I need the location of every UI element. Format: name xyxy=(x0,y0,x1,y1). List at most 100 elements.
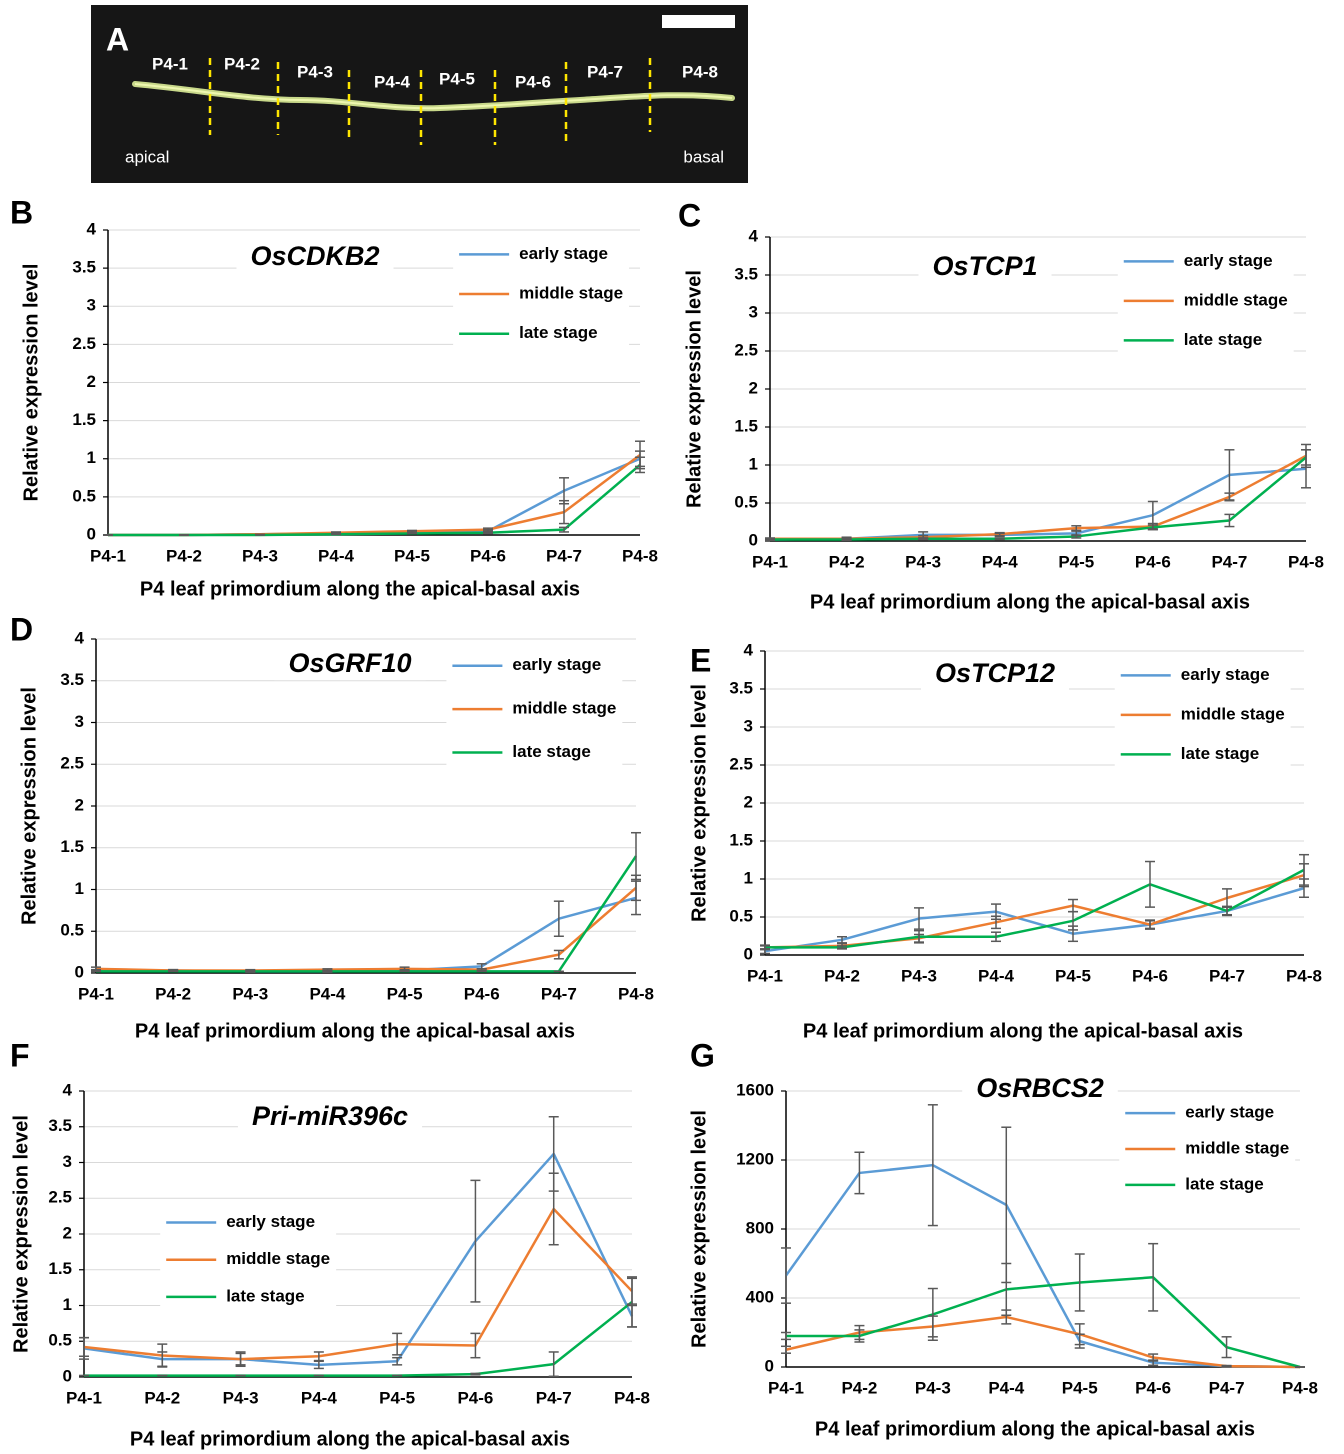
legend: early stage middle stage late stage xyxy=(453,234,630,354)
legend: early stage middle stage late stage xyxy=(1119,1095,1296,1203)
x-tick-label: P4-6 xyxy=(1135,1378,1171,1397)
error-bar xyxy=(760,944,770,951)
error-bar xyxy=(837,945,847,950)
error-bar xyxy=(483,531,493,535)
y-tick-label: 3.5 xyxy=(60,670,84,689)
basal-label: basal xyxy=(683,147,724,166)
x-tick-label: P4-4 xyxy=(982,552,1018,571)
x-tick-label: P4-7 xyxy=(536,1388,572,1407)
chart-panel: F 0 0.5 1 1.5 2 2.5 3 3.5 4 P4-1 P4-2 P4-3 P4-4 P4-5 P4… xyxy=(10,1037,650,1450)
y-tick-label: 0.5 xyxy=(48,1331,72,1350)
error-bar xyxy=(1145,860,1155,908)
error-bar xyxy=(854,1151,865,1195)
x-tick-label: P4-1 xyxy=(90,546,126,565)
title-background xyxy=(962,1071,1118,1106)
series-line xyxy=(84,1300,633,1377)
x-tick-label: P4-3 xyxy=(905,552,941,571)
chart-panel: D 0 0.5 1 1.5 2 2.5 3 3.5 4 P4-1 P4-2 P4-3 P4-4 P4-5 P4… xyxy=(10,611,654,1042)
y-tick-label: 2 xyxy=(744,792,753,811)
chart-panel: E 0 0.5 1 1.5 2 2.5 3 3.5 4 P4-1 P4-2 P4-3 P4-4 P4-5 P4… xyxy=(688,640,1322,1042)
error-bar xyxy=(765,537,775,541)
y-tick-label: 3 xyxy=(87,296,96,315)
y-tick-label: 2.5 xyxy=(60,754,84,773)
error-bar xyxy=(548,1351,559,1378)
x-tick-label: P4-8 xyxy=(1288,552,1324,571)
legend-label: early stage xyxy=(226,1212,315,1231)
segment-label: P4-5 xyxy=(439,69,475,88)
error-bar xyxy=(841,537,852,541)
y-tick-label: 1.5 xyxy=(72,410,96,429)
scale-bar xyxy=(662,15,735,28)
x-tick-label: P4-8 xyxy=(1286,966,1322,985)
y-tick-label: 3 xyxy=(75,712,84,731)
legend-label: late stage xyxy=(1184,330,1262,349)
error-bar xyxy=(483,527,493,532)
panel-letter: C xyxy=(678,197,701,233)
y-tick-label: 2 xyxy=(63,1223,72,1242)
series-line xyxy=(765,868,1305,949)
leaf-highlight xyxy=(134,83,733,110)
x-tick-label: P4-6 xyxy=(457,1388,493,1407)
y-tick-label: 400 xyxy=(746,1287,774,1306)
error-bar xyxy=(157,1343,168,1368)
y-tick-label: 2 xyxy=(749,378,758,397)
segment-label: P4-3 xyxy=(297,62,333,81)
y-tick-label: 0.5 xyxy=(729,906,753,925)
y-tick-label: 2.5 xyxy=(729,754,753,773)
x-tick-label: P4-6 xyxy=(464,984,500,1003)
x-tick-label: P4-3 xyxy=(915,1378,951,1397)
x-tick-label: P4-8 xyxy=(1282,1378,1318,1397)
error-bar xyxy=(927,1104,938,1227)
chart-panel: C 0 0.5 1 1.5 2 2.5 3 3.5 4 P4-1 P4-2 P4-3 P4-4 P4-5 P4… xyxy=(678,197,1324,613)
error-bar xyxy=(559,499,569,525)
x-tick-label: P4-3 xyxy=(242,546,278,565)
panel-letter: E xyxy=(690,642,711,678)
x-tick-label: P4-8 xyxy=(614,1388,650,1407)
y-tick-label: 2.5 xyxy=(48,1188,72,1207)
panel-letter: G xyxy=(690,1037,715,1073)
chart-title: OsGRF10 xyxy=(288,648,411,678)
y-tick-label: 0 xyxy=(765,1356,774,1375)
y-tick-label: 2.5 xyxy=(72,334,96,353)
error-bar xyxy=(1224,513,1235,528)
error-bar xyxy=(635,456,645,474)
error-bar xyxy=(235,1351,246,1368)
x-axis-label: P4 leaf primordium along the apical-basa… xyxy=(140,578,580,600)
y-tick-label: 4 xyxy=(87,219,97,238)
legend-label: early stage xyxy=(512,655,601,674)
chart-title: OsTCP12 xyxy=(935,658,1055,688)
x-tick-label: P4-1 xyxy=(78,984,114,1003)
x-tick-label: P4-5 xyxy=(387,984,423,1003)
x-tick-label: P4-5 xyxy=(1058,552,1094,571)
error-bar xyxy=(1071,534,1082,539)
legend-label: late stage xyxy=(1185,1174,1263,1193)
series-line xyxy=(764,886,1305,953)
x-tick-label: P4-6 xyxy=(470,546,506,565)
error-bar xyxy=(994,531,1005,537)
x-axis-label: P4 leaf primordium along the apical-basa… xyxy=(130,1428,570,1450)
error-bar xyxy=(79,1336,89,1358)
chart-panel: B 0 0.5 1 1.5 2 2.5 3 3.5 4 P4-1 P4-2 P4-3 P4-4 P4-5 P4… xyxy=(10,194,658,600)
error-bar xyxy=(322,968,333,972)
chart-title: Pri-miR396c xyxy=(252,1101,408,1131)
x-tick-label: P4-2 xyxy=(829,552,865,571)
error-bar xyxy=(781,1345,791,1354)
title-background xyxy=(236,239,394,274)
y-tick-label: 4 xyxy=(63,1080,73,1099)
y-tick-label: 3.5 xyxy=(72,258,96,277)
error-bar xyxy=(781,1331,791,1341)
y-tick-label: 1.5 xyxy=(60,837,84,856)
legend-label: early stage xyxy=(1181,665,1270,684)
x-tick-label: P4-4 xyxy=(301,1388,337,1407)
x-tick-label: P4-2 xyxy=(155,984,191,1003)
x-tick-label: P4-4 xyxy=(318,546,354,565)
y-tick-label: 0 xyxy=(87,524,96,543)
error-bar xyxy=(994,537,1005,541)
segment-label: P4-2 xyxy=(224,54,260,73)
y-axis-label: Relative expression level xyxy=(18,687,40,925)
legend-label: middle stage xyxy=(226,1249,330,1268)
error-bar xyxy=(1001,1262,1012,1316)
error-bar xyxy=(548,1172,559,1246)
x-tick-label: P4-8 xyxy=(618,984,654,1003)
